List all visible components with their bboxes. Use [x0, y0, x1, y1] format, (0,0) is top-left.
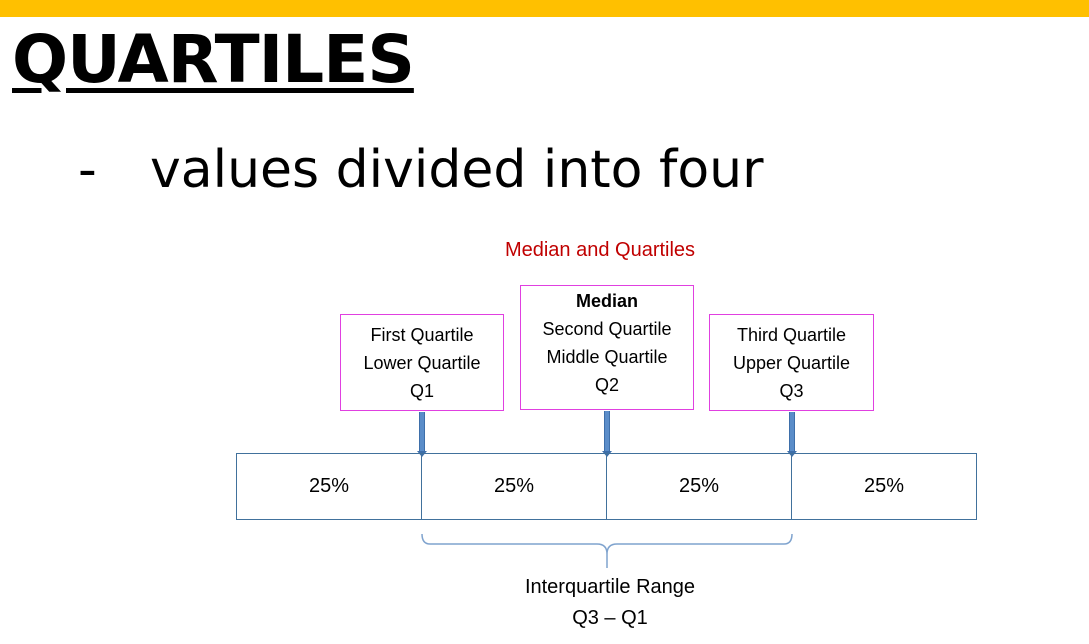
- q1-line-2: Lower Quartile: [363, 352, 481, 373]
- q3-line-3: Q3: [779, 380, 804, 401]
- q1-arrow-icon: [417, 412, 427, 457]
- segment-2: 25%: [422, 454, 607, 519]
- iqr-title: Interquartile Range: [524, 576, 696, 598]
- first-quartile-box: First Quartile Lower Quartile Q1: [340, 314, 504, 411]
- segment-1: 25%: [237, 454, 422, 519]
- q2-arrow-icon: [602, 411, 612, 457]
- median-heading: Median: [575, 290, 638, 311]
- interquartile-range-label: Interquartile Range Q3 – Q1: [460, 572, 760, 634]
- q3-arrow-icon: [787, 412, 797, 457]
- slide-title: QUARTILES: [12, 21, 415, 98]
- q3-line-2: Upper Quartile: [732, 352, 851, 373]
- third-quartile-box: Third Quartile Upper Quartile Q3: [709, 314, 874, 411]
- q1-line-3: Q1: [409, 380, 434, 401]
- q1-line-1: First Quartile: [370, 324, 474, 345]
- diagram-title: Median and Quartiles: [504, 239, 696, 261]
- q3-line-1: Third Quartile: [736, 324, 847, 345]
- bullet-point: - values divided into four: [78, 130, 763, 210]
- accent-top-bar: [0, 0, 1089, 17]
- quartile-segments-bar: 25% 25% 25% 25%: [236, 453, 977, 520]
- median-box: Median Second Quartile Middle Quartile Q…: [520, 285, 694, 410]
- q2-line-3: Q2: [594, 374, 619, 395]
- iqr-formula: Q3 – Q1: [572, 607, 648, 629]
- bullet-text: values divided into four: [150, 140, 764, 200]
- curly-brace-icon: [421, 533, 793, 568]
- q2-line-1: Second Quartile: [542, 318, 672, 339]
- segment-3: 25%: [607, 454, 792, 519]
- bullet-marker: -: [78, 140, 97, 200]
- q2-line-2: Middle Quartile: [546, 346, 668, 367]
- segment-4: 25%: [863, 475, 905, 497]
